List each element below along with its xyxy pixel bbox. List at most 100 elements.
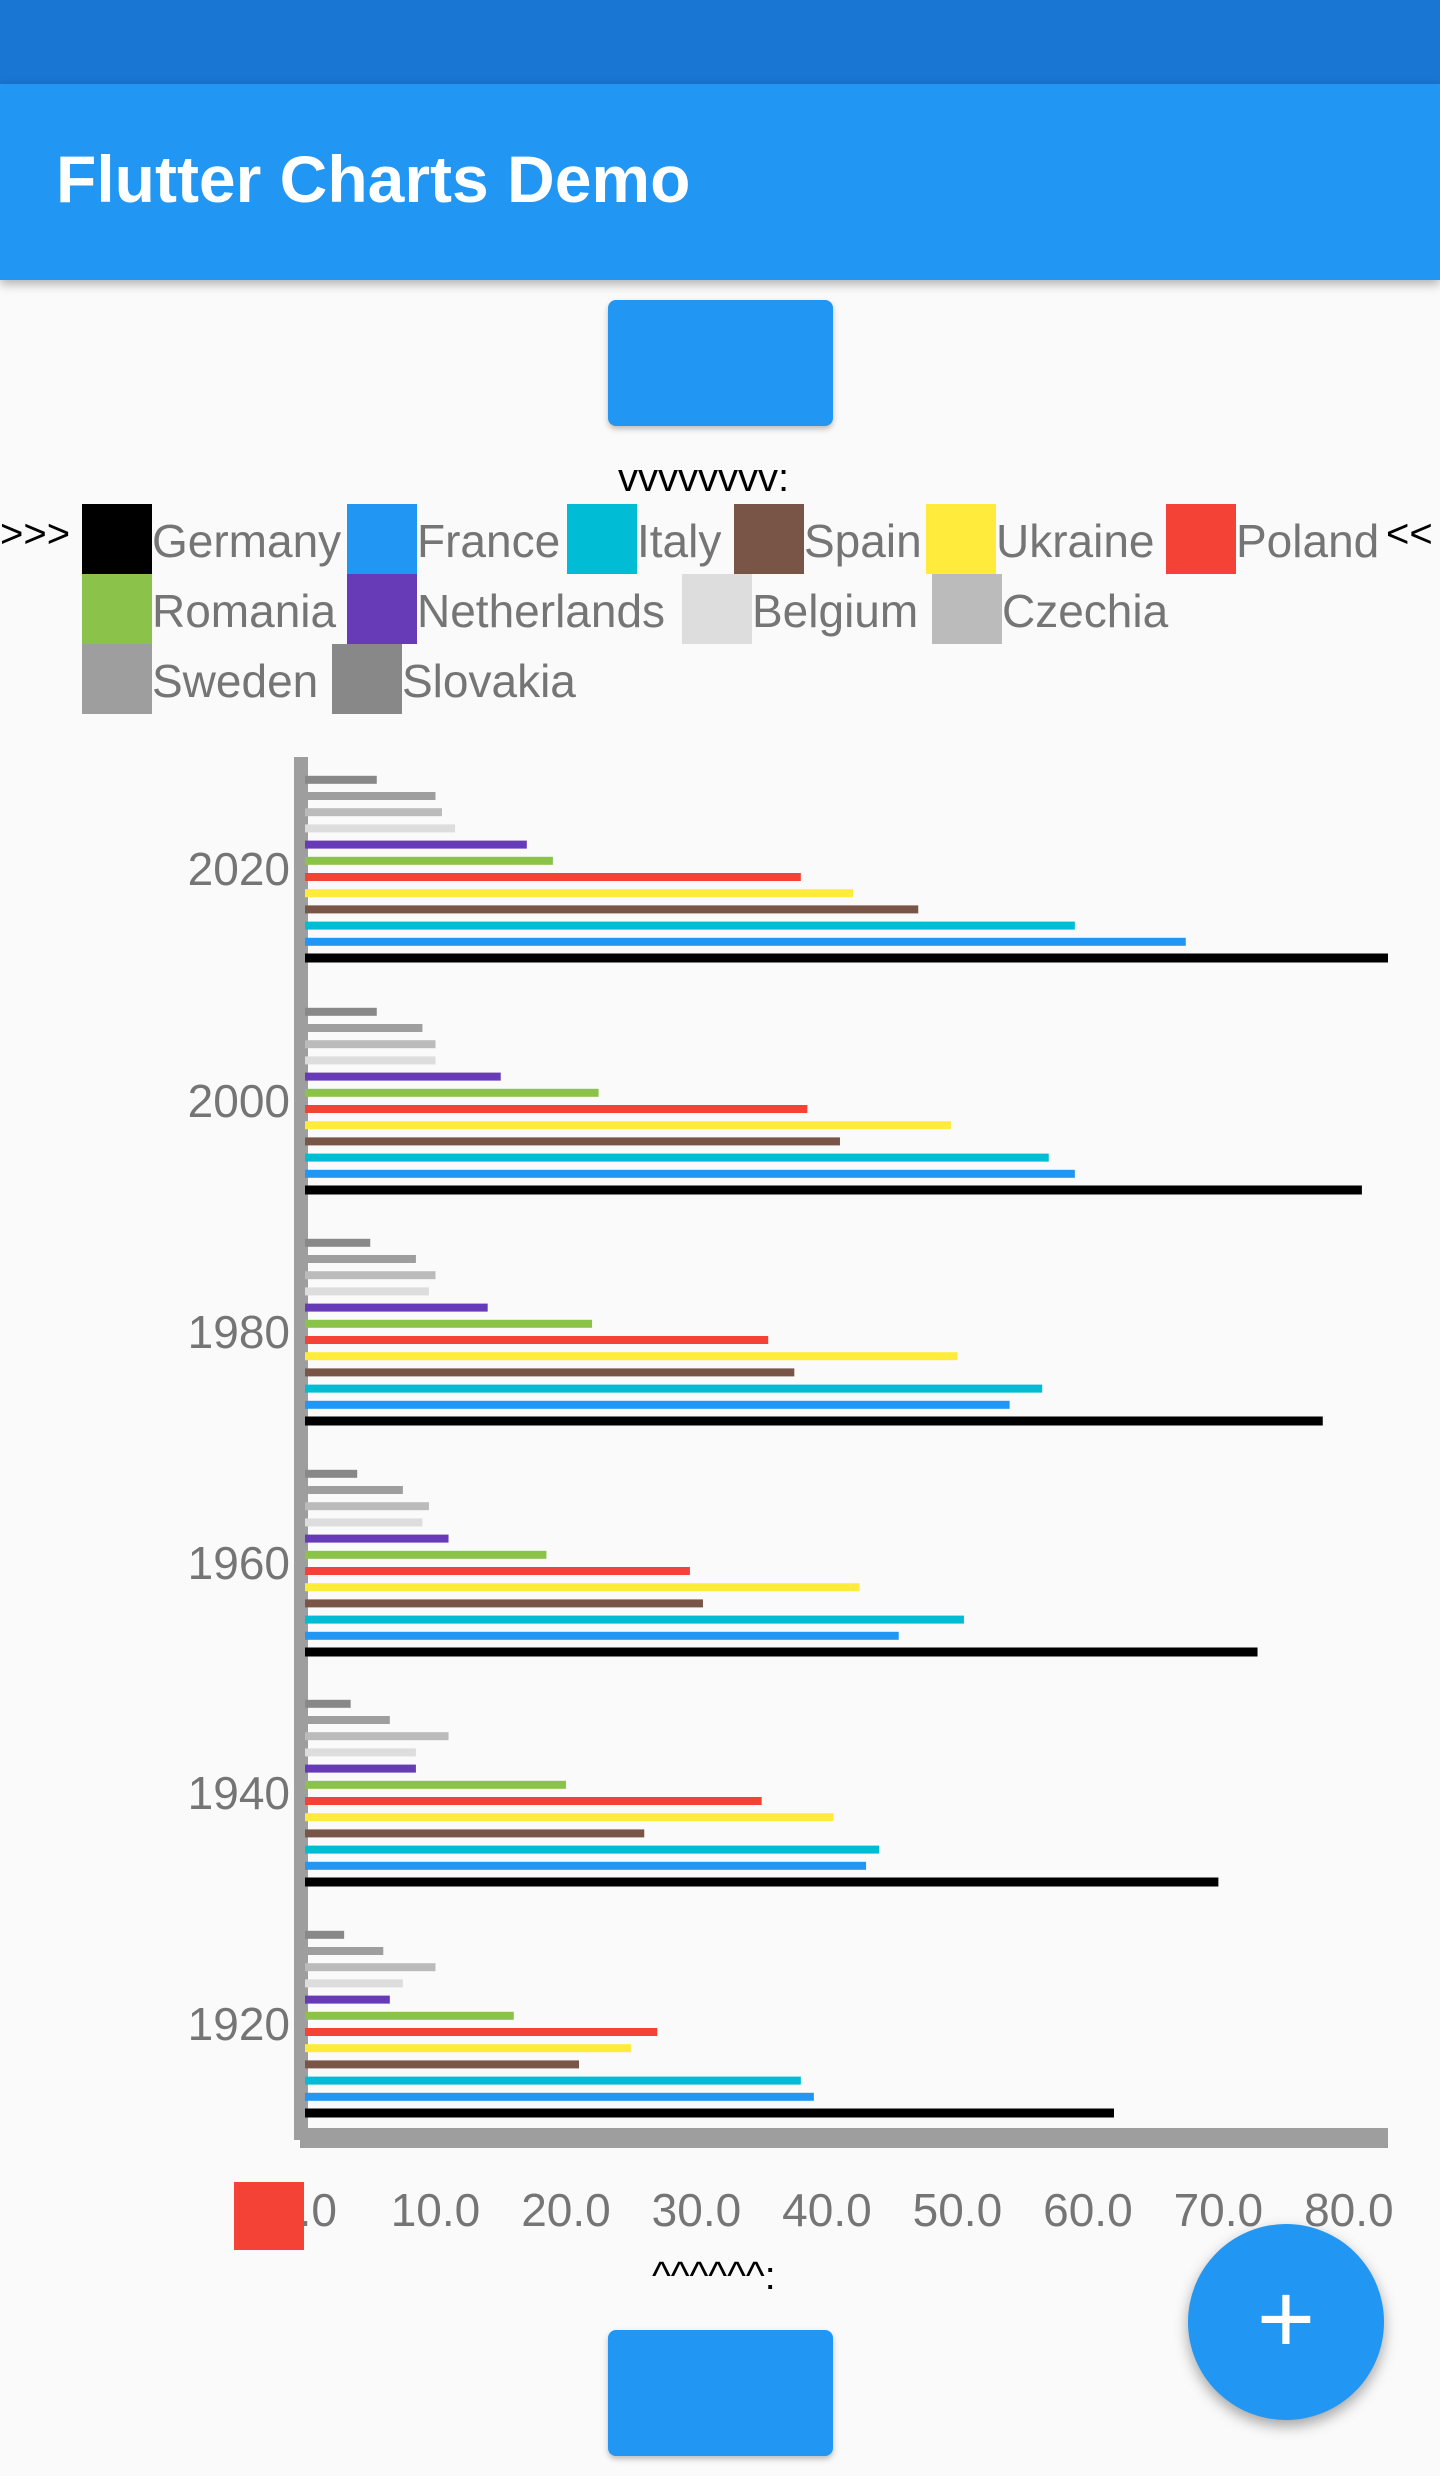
- left-marker: >>>: [0, 512, 71, 556]
- y-tick-label-1920: 1920: [188, 1998, 290, 2050]
- x-tick-label-30.0: 30.0: [652, 2184, 742, 2236]
- legend-swatch-spain: [734, 504, 804, 574]
- bar-spain-1980: [305, 1368, 795, 1377]
- bar-romania-1920: [305, 2011, 514, 2020]
- bar-ukraine-2020: [305, 889, 854, 898]
- y-tick-label-2020: 2020: [188, 843, 290, 895]
- legend-swatch-italy: [567, 504, 637, 574]
- bottom-marker: ^^^^^^:: [652, 2254, 776, 2298]
- bar-sweden-1960: [305, 1486, 403, 1494]
- bar-spain-2020: [305, 905, 919, 914]
- bar-belgium-1940: [305, 1748, 416, 1757]
- bar-italy-1920: [305, 2076, 801, 2085]
- legend-label-belgium: Belgium: [752, 585, 919, 637]
- bar-netherlands-1920: [305, 1995, 390, 2004]
- bar-germany-2020: [305, 953, 1388, 963]
- bar-poland-1920: [305, 2028, 658, 2036]
- legend-label-italy: Italy: [637, 515, 722, 567]
- bar-belgium-2020: [305, 824, 456, 833]
- bar-slovakia-1940: [305, 1699, 351, 1708]
- legend-swatch-germany: [82, 504, 152, 574]
- bar-romania-1980: [305, 1319, 593, 1328]
- bar-ukraine-1980: [305, 1352, 958, 1361]
- app-bar: Flutter Charts Demo: [0, 84, 1440, 280]
- bar-spain-1920: [305, 2060, 580, 2069]
- x-tick-label-50.0: 50.0: [913, 2184, 1003, 2236]
- legend-label-slovakia: Slovakia: [402, 655, 576, 707]
- bar-belgium-2000: [305, 1056, 436, 1065]
- x-tick-label-40.0: 40.0: [782, 2184, 872, 2236]
- bar-czechia-2020: [305, 808, 443, 817]
- bar-sweden-2000: [305, 1024, 423, 1032]
- bar-poland-2020: [305, 873, 801, 881]
- bar-italy-1940: [305, 1845, 880, 1854]
- y-tick-label-2000: 2000: [188, 1075, 290, 1127]
- bar-germany-1960: [305, 1647, 1258, 1657]
- legend-label-romania: Romania: [152, 585, 337, 637]
- bar-poland-2000: [305, 1105, 808, 1113]
- x-tick-label-70.0: 70.0: [1174, 2184, 1264, 2236]
- legend-label-germany: Germany: [152, 515, 342, 567]
- bar-romania-1960: [305, 1550, 547, 1559]
- legend-swatch-poland: [1166, 504, 1236, 574]
- x-tick-label-80.0: 80.0: [1304, 2184, 1394, 2236]
- y-tick-label-1980: 1980: [188, 1306, 290, 1358]
- app-title: Flutter Charts Demo: [56, 142, 691, 216]
- bar-ukraine-1920: [305, 2044, 632, 2053]
- bar-germany-1940: [305, 1877, 1219, 1887]
- y-axis-line: [294, 757, 308, 2140]
- bar-germany-2000: [305, 1185, 1362, 1195]
- legend-swatch-slovakia: [332, 644, 402, 714]
- legend-swatch-belgium: [682, 574, 752, 644]
- add-fab-button[interactable]: +: [1188, 2224, 1384, 2420]
- plus-icon: +: [1256, 2263, 1316, 2375]
- bar-czechia-1920: [305, 1963, 436, 1972]
- y-tick-label-1960: 1960: [188, 1537, 290, 1589]
- bar-romania-1940: [305, 1780, 566, 1789]
- bar-czechia-2000: [305, 1040, 436, 1049]
- bar-slovakia-1980: [305, 1238, 371, 1247]
- bar-france-1960: [305, 1631, 899, 1640]
- x-axis-line: [300, 2128, 1388, 2148]
- y-tick-label-1940: 1940: [188, 1767, 290, 1819]
- bar-france-1980: [305, 1400, 1010, 1409]
- legend-swatch-czechia: [932, 574, 1002, 644]
- top-marker: vvvvvvvv:: [618, 456, 790, 500]
- bar-romania-2000: [305, 1088, 599, 1097]
- bar-france-1920: [305, 2092, 814, 2101]
- bar-italy-1960: [305, 1615, 964, 1624]
- bar-poland-1980: [305, 1336, 769, 1344]
- bar-slovakia-2020: [305, 775, 377, 784]
- bar-czechia-1960: [305, 1502, 429, 1511]
- legend-label-ukraine: Ukraine: [996, 515, 1155, 567]
- bar-belgium-1980: [305, 1287, 429, 1296]
- right-marker: <<: [1386, 512, 1433, 556]
- top-button[interactable]: [608, 300, 833, 426]
- bar-slovakia-1960: [305, 1469, 358, 1478]
- bar-sweden-1940: [305, 1716, 390, 1724]
- bar-netherlands-1960: [305, 1534, 449, 1543]
- bar-netherlands-2000: [305, 1072, 501, 1081]
- bar-czechia-1980: [305, 1271, 436, 1280]
- status-bar: [0, 0, 1440, 84]
- bar-germany-1980: [305, 1416, 1323, 1426]
- bar-ukraine-1960: [305, 1583, 860, 1592]
- legend-label-netherlands: Netherlands: [417, 585, 666, 637]
- bar-romania-2020: [305, 856, 553, 865]
- bar-poland-1960: [305, 1567, 690, 1575]
- bar-france-1940: [305, 1861, 867, 1870]
- bottom-button[interactable]: [608, 2330, 833, 2456]
- bar-czechia-1940: [305, 1732, 449, 1741]
- bar-sweden-1980: [305, 1255, 416, 1263]
- bar-poland-1940: [305, 1797, 762, 1805]
- legend-label-spain: Spain: [804, 515, 922, 567]
- bar-netherlands-1940: [305, 1764, 416, 1773]
- bar-germany-1920: [305, 2108, 1114, 2118]
- legend-swatch-netherlands: [347, 574, 417, 644]
- legend-swatch-sweden: [82, 644, 152, 714]
- legend-label-czechia: Czechia: [1002, 585, 1169, 637]
- axis-indicator-square: [234, 2182, 304, 2250]
- bar-belgium-1960: [305, 1518, 423, 1527]
- legend-label-poland: Poland: [1236, 515, 1380, 567]
